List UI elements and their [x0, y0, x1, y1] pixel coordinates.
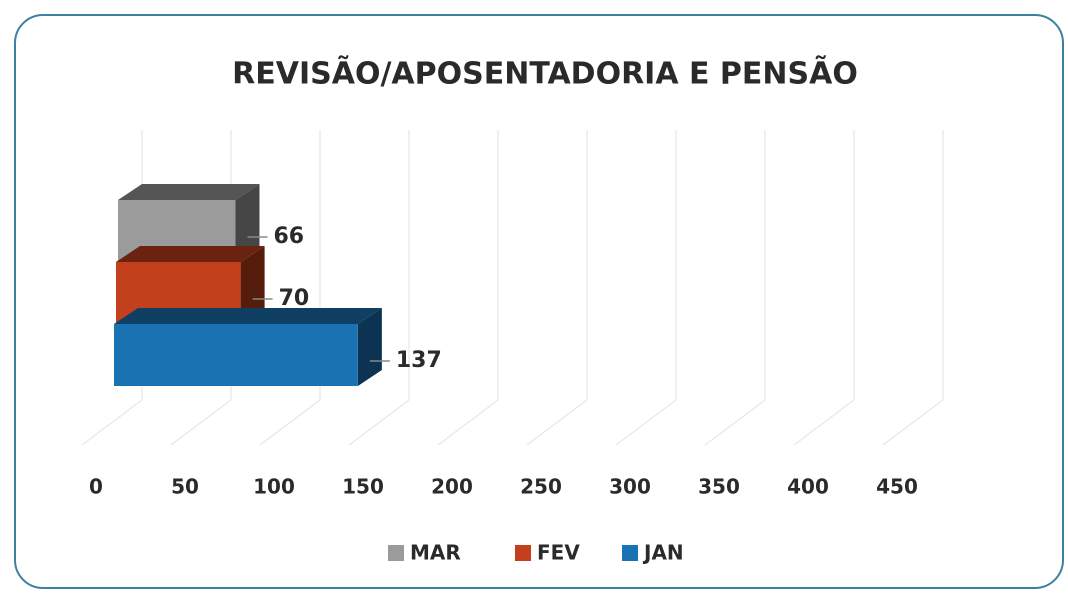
- legend-label: MAR: [410, 541, 461, 565]
- x-tick-label: 50: [171, 475, 199, 499]
- grid-floor-line: [882, 399, 944, 446]
- bar-top: [114, 308, 382, 324]
- grid-floor-line: [615, 399, 677, 446]
- grid-floor-line: [526, 399, 588, 446]
- x-tick-label: 400: [787, 475, 829, 499]
- legend-swatch: [515, 545, 531, 561]
- x-tick-label: 200: [431, 475, 473, 499]
- bar-side: [240, 246, 265, 324]
- grid-floor-line: [437, 399, 499, 446]
- x-tick-label: 300: [609, 475, 651, 499]
- grid-floor-line: [793, 399, 855, 446]
- data-label: 70: [279, 286, 310, 311]
- x-tick-label: 100: [253, 475, 295, 499]
- bar: [114, 324, 358, 386]
- data-label: 137: [396, 348, 442, 373]
- x-tick-label: 250: [520, 475, 562, 499]
- bar-top: [118, 184, 260, 200]
- bar-top: [116, 246, 265, 262]
- grid-floor-line: [81, 399, 143, 446]
- chart-frame: [14, 14, 1064, 589]
- data-label: 66: [273, 224, 304, 249]
- x-tick-label: 450: [876, 475, 918, 499]
- legend-swatch: [622, 545, 638, 561]
- grid-floor-line: [259, 399, 321, 446]
- legend-label: JAN: [642, 541, 684, 565]
- chart-title: REVISÃO/APOSENTADORIA E PENSÃO: [232, 55, 858, 92]
- x-tick-label: 0: [89, 475, 103, 499]
- x-tick-label: 350: [698, 475, 740, 499]
- bar-side: [357, 308, 382, 386]
- bar-side: [235, 184, 260, 262]
- grid-floor-line: [348, 399, 410, 446]
- grid-floor-line: [704, 399, 766, 446]
- x-tick-label: 150: [342, 475, 384, 499]
- legend-swatch: [388, 545, 404, 561]
- legend-label: FEV: [537, 541, 580, 565]
- grid-floor-line: [170, 399, 232, 446]
